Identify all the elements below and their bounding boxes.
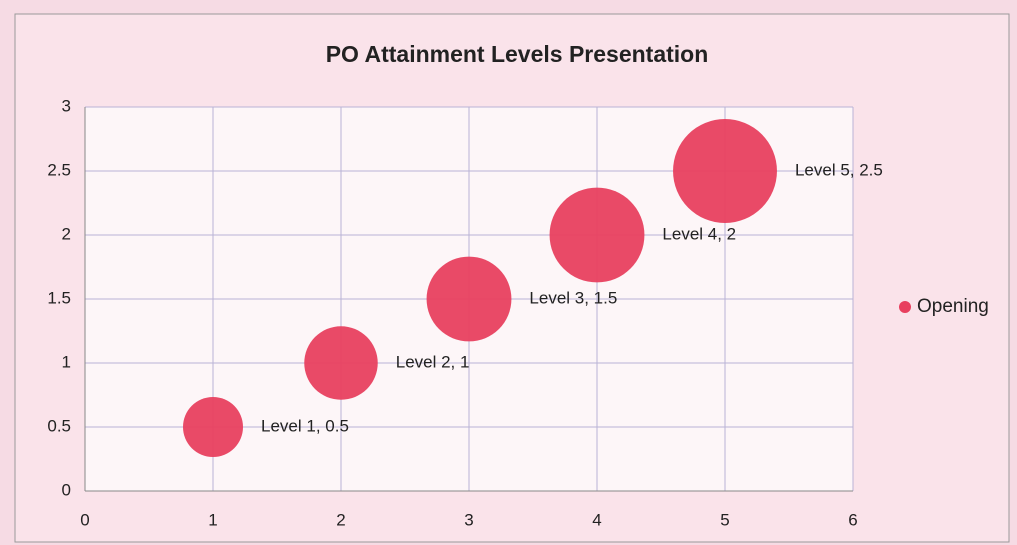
y-tick-label: 2	[62, 224, 71, 243]
legend-label: Opening	[917, 296, 989, 317]
y-tick-label: 1.5	[47, 288, 71, 307]
y-tick-label: 3	[62, 96, 71, 115]
x-tick-label: 3	[464, 510, 473, 529]
x-tick-label: 4	[592, 510, 601, 529]
legend-marker	[899, 301, 911, 313]
bubble	[549, 187, 645, 283]
data-label: Level 4, 2	[662, 224, 736, 243]
x-tick-label: 6	[848, 510, 857, 529]
x-tick-label: 0	[80, 510, 89, 529]
y-tick-label: 1	[62, 352, 71, 371]
data-label: Level 1, 0.5	[261, 416, 349, 435]
data-label: Level 2, 1	[396, 352, 470, 371]
data-label: Level 3, 1.5	[529, 288, 617, 307]
bubble	[183, 397, 243, 457]
chart-title: PO Attainment Levels Presentation	[326, 41, 709, 67]
data-label: Level 5, 2.5	[795, 160, 883, 179]
bubble	[304, 326, 378, 400]
y-tick-label: 0.5	[47, 416, 71, 435]
y-tick-label: 0	[62, 480, 71, 499]
y-tick-label: 2.5	[47, 160, 71, 179]
x-tick-label: 2	[336, 510, 345, 529]
x-tick-label: 5	[720, 510, 729, 529]
bubble	[673, 119, 777, 223]
bubble	[426, 256, 512, 342]
x-tick-label: 1	[208, 510, 217, 529]
